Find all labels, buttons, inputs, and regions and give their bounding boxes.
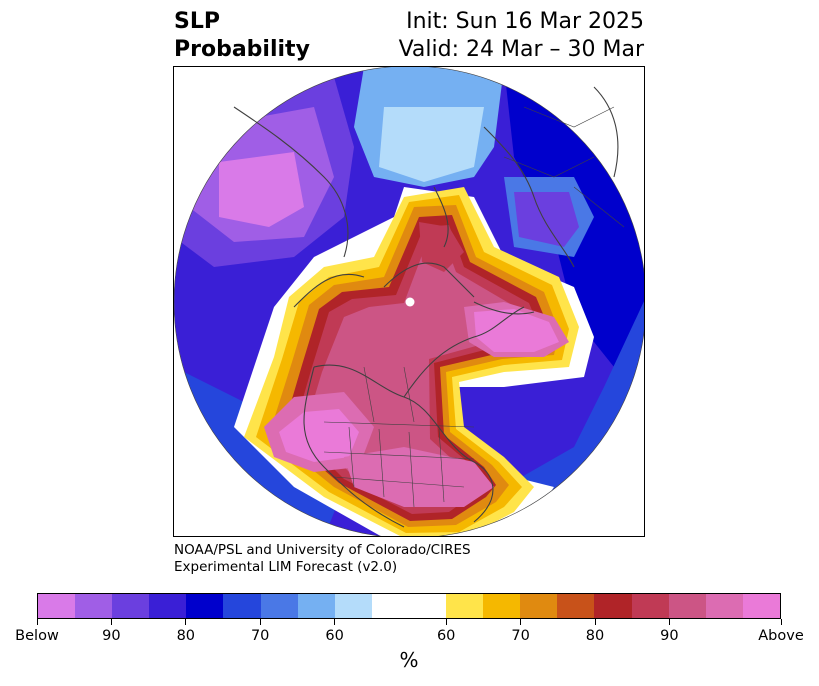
colorbar-tick — [594, 619, 596, 625]
colorbar-segment — [631, 594, 669, 618]
colorbar-tick-label: 70 — [511, 628, 530, 644]
political-borders — [323, 106, 625, 508]
colorbar-segment — [112, 594, 150, 618]
forecast-dates: Init: Sun 16 Mar 2025 Valid: 24 Mar – 30… — [399, 8, 644, 64]
colorbar-segment — [742, 594, 780, 618]
north-pole-marker — [405, 297, 415, 307]
credit-line-2: Experimental LIM Forecast (v2.0) — [174, 559, 398, 575]
colorbar-tick-label: 70 — [250, 628, 270, 644]
coastlines — [233, 86, 619, 528]
colorbar-tick-label: 60 — [325, 628, 344, 644]
colorbar-segment — [75, 594, 113, 618]
colorbar-tick-label: 90 — [102, 628, 121, 644]
colorbar-tick — [520, 619, 522, 625]
colorbar-segment — [594, 594, 632, 618]
colorbar-segment — [668, 594, 706, 618]
title-line-1: SLP — [174, 9, 220, 34]
colorbar-segment — [334, 594, 372, 618]
colorbar-tick — [259, 619, 261, 625]
colorbar-tick — [445, 619, 447, 625]
colorbar-tick-label: Below — [15, 628, 59, 644]
valid-range: Valid: 24 Mar – 30 Mar — [398, 37, 644, 62]
polar-map — [173, 66, 645, 537]
colorbar-unit: % — [399, 648, 419, 672]
colorbar-tick-label: 80 — [585, 628, 605, 644]
credit: NOAA/PSL and University of Colorado/CIRE… — [174, 542, 471, 576]
colorbar-segment — [223, 594, 261, 618]
colorbar — [37, 593, 781, 619]
colorbar-segment — [557, 594, 595, 618]
colorbar-segment — [371, 594, 447, 618]
colorbar-tick-label: 90 — [660, 628, 679, 644]
colorbar-tick — [110, 619, 112, 625]
colorbar-segment — [483, 594, 521, 618]
colorbar-tick — [780, 619, 782, 625]
colorbar-tick — [185, 619, 187, 625]
colorbar-tick-label: 60 — [436, 628, 456, 644]
colorbar-tick-label: Above — [758, 628, 804, 644]
colorbar-tick — [668, 619, 670, 625]
probability-map-svg — [174, 67, 644, 536]
colorbar-segment — [297, 594, 335, 618]
colorbar-segment — [705, 594, 743, 618]
credit-line-1: NOAA/PSL and University of Colorado/CIRE… — [174, 542, 471, 558]
title-line-2: Probability — [174, 37, 310, 62]
colorbar-tick-label: 80 — [176, 628, 196, 644]
colorbar-tick — [334, 619, 336, 625]
map-title: SLP Probability — [174, 8, 310, 64]
colorbar-segment — [38, 594, 76, 618]
colorbar-segment — [186, 594, 224, 618]
colorbar-segment — [446, 594, 484, 618]
probability-shading — [174, 67, 644, 536]
colorbar-segment — [260, 594, 298, 618]
colorbar-segment — [520, 594, 558, 618]
init-date: Init: Sun 16 Mar 2025 — [406, 9, 644, 34]
colorbar-segment — [149, 594, 187, 618]
colorbar-tick — [36, 619, 38, 625]
